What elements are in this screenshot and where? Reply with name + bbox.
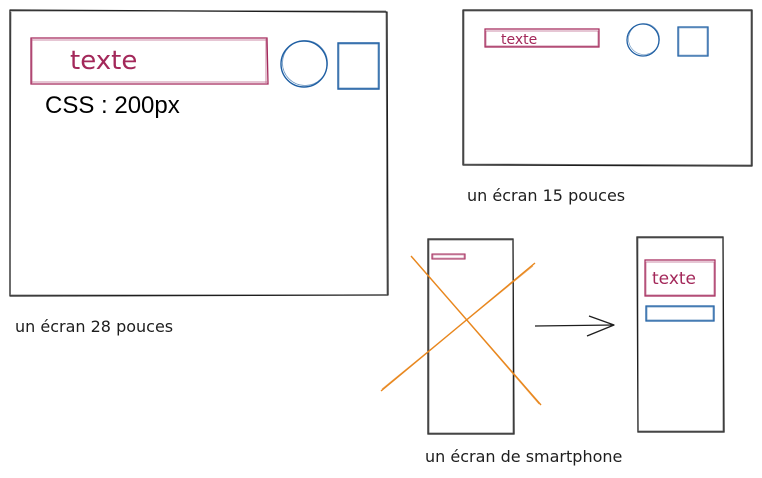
css-size-note: CSS : 200px [45,92,180,119]
smartphone-fixed [380,238,542,435]
phone-blue-bar [645,305,715,322]
phone-fixed-frame [427,238,515,435]
medium-square-shape [677,26,709,57]
cross-out-mark [380,255,542,406]
large-screen-frame-sketch [9,10,388,296]
medium-screen: texte un écran 15 pouces [462,9,753,205]
large-screen: texte CSS : 200px un écran 28 pouces [9,9,389,336]
large-screen-caption: un écran 28 pouces [15,317,173,336]
phone-field-text: texte [652,269,696,289]
arrow-right-icon [534,315,615,337]
smartphone-caption: un écran de smartphone [425,447,622,466]
medium-field-text: texte [501,32,537,48]
large-square-shape [337,42,380,90]
medium-screen-frame [462,9,753,167]
phone-responsive-text-field: texte [644,259,716,297]
medium-text-field: texte [484,28,600,48]
phone-responsive-frame [636,236,725,433]
medium-screen-caption: un écran 15 pouces [467,186,625,205]
smartphone-responsive: texte [636,236,725,433]
large-field-text: texte [70,46,137,76]
medium-circle-shape [626,23,660,57]
large-screen-frame [9,9,389,297]
phone-fixed-text-field [431,253,466,260]
large-text-field: texte [30,37,269,85]
large-circle-shape [280,40,328,88]
